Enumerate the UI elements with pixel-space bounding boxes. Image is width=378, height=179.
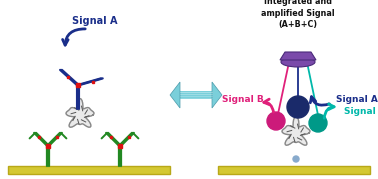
Polygon shape xyxy=(282,117,310,145)
Text: Signal B: Signal B xyxy=(222,95,264,103)
Circle shape xyxy=(293,156,299,162)
Circle shape xyxy=(309,114,327,132)
Polygon shape xyxy=(170,82,180,108)
Circle shape xyxy=(287,96,309,118)
Text: Integrated and
amplified Signal
(A+B+C): Integrated and amplified Signal (A+B+C) xyxy=(261,0,335,29)
Text: Signal C: Signal C xyxy=(344,107,378,115)
Polygon shape xyxy=(66,99,94,127)
FancyBboxPatch shape xyxy=(178,91,214,99)
FancyBboxPatch shape xyxy=(8,166,170,174)
Text: Signal A: Signal A xyxy=(336,95,378,103)
Ellipse shape xyxy=(281,57,315,67)
FancyBboxPatch shape xyxy=(218,166,370,174)
Polygon shape xyxy=(280,52,316,60)
Text: Signal A: Signal A xyxy=(72,16,118,26)
Polygon shape xyxy=(212,82,222,108)
Circle shape xyxy=(267,112,285,130)
